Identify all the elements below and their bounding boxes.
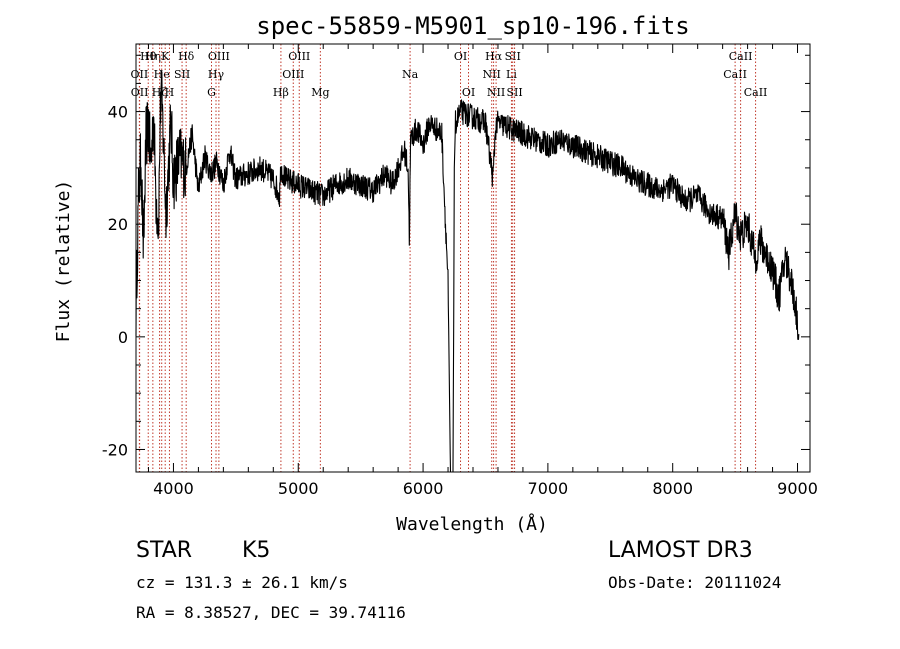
- x-axis-label: Wavelength (Å): [396, 513, 548, 535]
- line-label-11: Hγ: [208, 68, 225, 81]
- y-tick-label: -20: [102, 440, 128, 459]
- line-label-15: OIII: [288, 50, 310, 63]
- line-label-6: K: [161, 50, 170, 63]
- line-label-12: OIII: [208, 50, 230, 63]
- x-tick-label: 6000: [403, 479, 444, 498]
- line-label-24: SII: [505, 50, 521, 63]
- line-label-27: CaII: [729, 50, 753, 63]
- y-tick-label: 0: [118, 328, 128, 347]
- y-axis-label: Flux (relative): [53, 180, 74, 343]
- observation-date: Obs-Date: 20111024: [608, 573, 782, 592]
- line-label-7: H: [165, 86, 175, 99]
- line-label-1: OII: [131, 86, 149, 99]
- x-tick-label: 8000: [652, 479, 693, 498]
- line-label-4: Hζ: [152, 86, 168, 99]
- line-label-10: G: [207, 86, 216, 99]
- coordinates-text: RA = 8.38527, DEC = 39.74116: [136, 603, 406, 622]
- y-tick-label: 20: [108, 215, 128, 234]
- line-label-25: SII: [506, 86, 522, 99]
- line-label-26: CaII: [723, 68, 747, 81]
- line-label-22: NII: [487, 86, 505, 99]
- line-label-21: Hα: [485, 50, 503, 63]
- x-tick-label: 9000: [777, 479, 818, 498]
- chart-title: spec-55859-M5901_sp10-196.fits: [256, 12, 689, 40]
- line-label-13: Hβ: [273, 86, 289, 99]
- survey-name: LAMOST DR3: [608, 538, 753, 563]
- object-class: STAR: [136, 538, 193, 563]
- line-label-2: Hθ: [140, 50, 157, 63]
- line-label-17: Na: [402, 68, 419, 81]
- line-label-23: Li: [506, 68, 517, 81]
- line-label-9: Hδ: [178, 50, 195, 63]
- line-label-14: OIII: [282, 68, 304, 81]
- x-tick-label: 7000: [528, 479, 569, 498]
- line-label-0: OII: [131, 68, 149, 81]
- x-tick-label: 4000: [153, 479, 194, 498]
- object-subclass: K5: [242, 538, 271, 563]
- line-label-3: Hη: [145, 50, 161, 63]
- line-label-20: NII: [483, 68, 501, 81]
- spectrum-line: [135, 70, 800, 473]
- y-tick-label: 40: [108, 103, 128, 122]
- line-label-18: OI: [454, 50, 467, 63]
- redshift-text: cz = 131.3 ± 26.1 km/s: [136, 573, 348, 592]
- line-label-19: OI: [462, 86, 475, 99]
- line-label-28: CaII: [744, 86, 768, 99]
- plot-frame: [135, 43, 811, 473]
- line-label-8: SII: [174, 68, 190, 81]
- line-label-16: Mg: [311, 86, 329, 99]
- x-tick-label: 5000: [278, 479, 319, 498]
